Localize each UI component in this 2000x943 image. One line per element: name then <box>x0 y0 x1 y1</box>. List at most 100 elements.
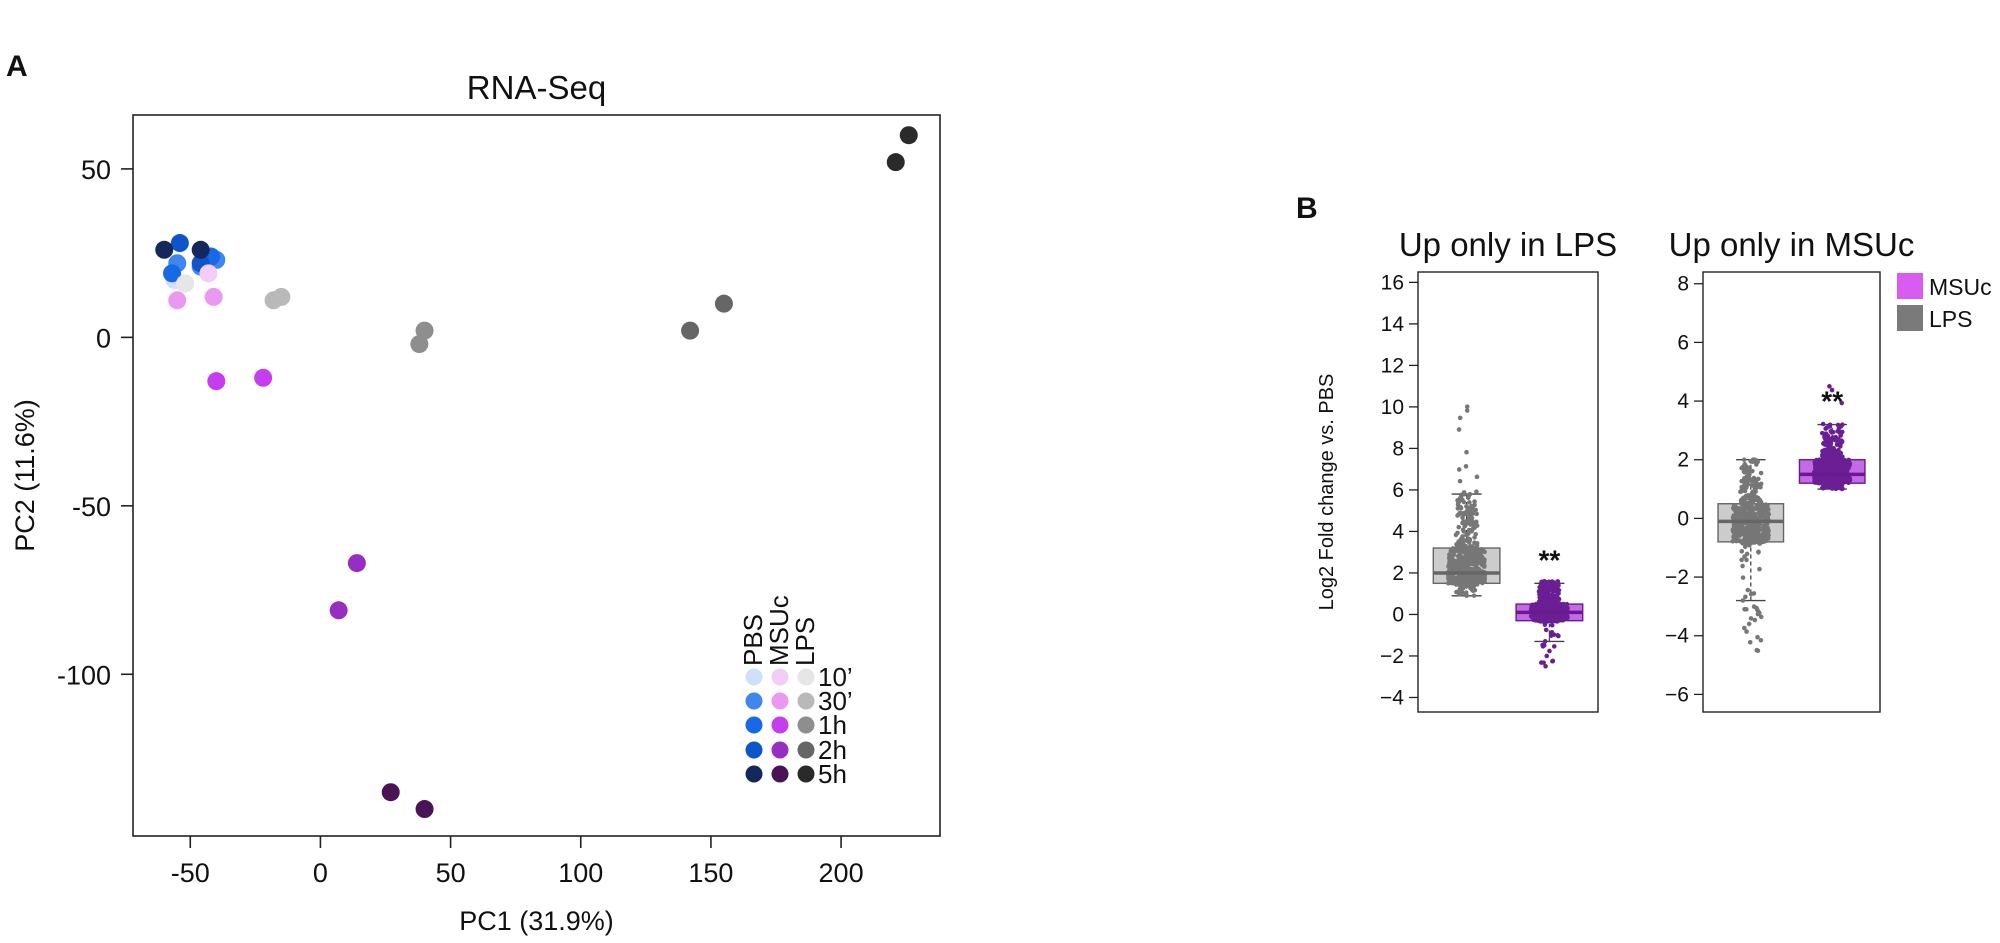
legend-swatch <box>797 668 815 686</box>
data-point <box>1464 404 1470 409</box>
data-point <box>1543 664 1548 669</box>
data-point <box>1480 559 1486 565</box>
data-point <box>1471 567 1477 573</box>
chart-title: Up only in MSUc <box>1669 226 1915 263</box>
data-point <box>1731 503 1737 508</box>
data-point <box>1733 525 1739 531</box>
box-legend: MSUc LPS <box>1897 273 1992 332</box>
data-point <box>1467 500 1472 505</box>
data-point <box>1750 527 1755 532</box>
data-point <box>1532 606 1538 612</box>
data-point <box>1456 467 1462 472</box>
data-point <box>1758 637 1764 643</box>
legend-column-label: PBS <box>738 614 768 666</box>
data-point <box>1821 448 1827 453</box>
data-point <box>1482 549 1487 555</box>
data-point <box>1740 496 1745 502</box>
data-point <box>1457 511 1462 517</box>
data-point <box>191 240 210 259</box>
data-point <box>1823 431 1829 436</box>
data-point <box>1742 468 1747 474</box>
data-point <box>170 234 189 253</box>
plot-frame <box>1417 271 1599 713</box>
data-point <box>1743 493 1749 499</box>
data-point <box>1473 532 1478 537</box>
data-point <box>415 321 434 340</box>
data-point <box>1744 607 1749 612</box>
data-point <box>1765 510 1770 516</box>
data-point <box>1458 561 1463 566</box>
x-tick-label: 50 <box>436 858 466 888</box>
data-point <box>1839 400 1845 406</box>
data-point <box>1556 633 1561 639</box>
data-point <box>1830 475 1836 480</box>
data-point <box>1738 489 1743 495</box>
data-point <box>1755 634 1760 640</box>
legend-swatch <box>745 741 763 759</box>
data-point <box>1565 605 1570 611</box>
data-point <box>1554 594 1559 600</box>
data-point <box>1446 564 1451 569</box>
data-point <box>1847 477 1852 483</box>
data-point <box>1472 587 1478 593</box>
legend-swatch <box>771 765 789 783</box>
data-point <box>1749 496 1754 502</box>
data-point <box>1840 422 1845 427</box>
chart-title: RNA-Seq <box>467 69 606 106</box>
data-point <box>1748 616 1754 621</box>
data-point <box>1543 582 1548 588</box>
data-point <box>1751 523 1757 529</box>
data-point <box>1462 491 1467 497</box>
data-point <box>1470 545 1476 551</box>
data-point <box>1464 532 1469 538</box>
data-point <box>415 800 434 819</box>
legend-swatch <box>745 765 763 783</box>
y-tick-label: 6 <box>1677 331 1689 354</box>
data-point <box>1458 544 1464 549</box>
data-point <box>1758 499 1764 505</box>
data-point <box>1738 512 1744 518</box>
data-point <box>1752 540 1757 545</box>
data-point <box>681 321 700 340</box>
y-tick-label: 2 <box>1392 562 1404 585</box>
data-point <box>1539 660 1544 665</box>
data-point <box>1839 429 1845 435</box>
data-point <box>1550 582 1556 588</box>
data-point <box>1757 610 1762 616</box>
data-point <box>1474 511 1480 517</box>
data-point <box>176 274 195 293</box>
data-point <box>1467 515 1472 520</box>
x-tick-label: 150 <box>688 858 733 888</box>
data-point <box>1455 530 1460 536</box>
data-point <box>1828 428 1834 434</box>
data-point <box>1731 529 1736 535</box>
data-point <box>1474 540 1480 546</box>
data-point <box>1548 633 1554 639</box>
data-point <box>1744 557 1749 563</box>
data-point <box>1820 467 1825 472</box>
data-point <box>1740 563 1745 569</box>
data-point <box>1757 541 1762 546</box>
legend-row-label: 5h <box>818 759 847 789</box>
data-point <box>1449 574 1455 580</box>
data-point <box>1564 601 1570 607</box>
data-point <box>1742 531 1748 537</box>
y-tick-label: −2 <box>1665 566 1689 589</box>
y-tick-label: −6 <box>1665 683 1689 706</box>
legend-row-label: 1h <box>818 710 847 740</box>
data-point <box>207 372 226 391</box>
data-point <box>1455 567 1461 572</box>
data-point <box>1838 476 1844 481</box>
data-point <box>1745 481 1751 487</box>
legend-swatch <box>745 668 763 686</box>
data-point <box>1746 471 1751 476</box>
data-point <box>1468 510 1473 516</box>
data-point <box>1743 463 1749 469</box>
data-point <box>1743 541 1748 546</box>
chart-title: Up only in LPS <box>1399 226 1617 263</box>
data-point <box>1827 422 1832 428</box>
data-point <box>1823 483 1829 488</box>
data-point <box>1530 615 1536 621</box>
data-point <box>1464 593 1469 599</box>
data-point <box>1547 648 1552 654</box>
